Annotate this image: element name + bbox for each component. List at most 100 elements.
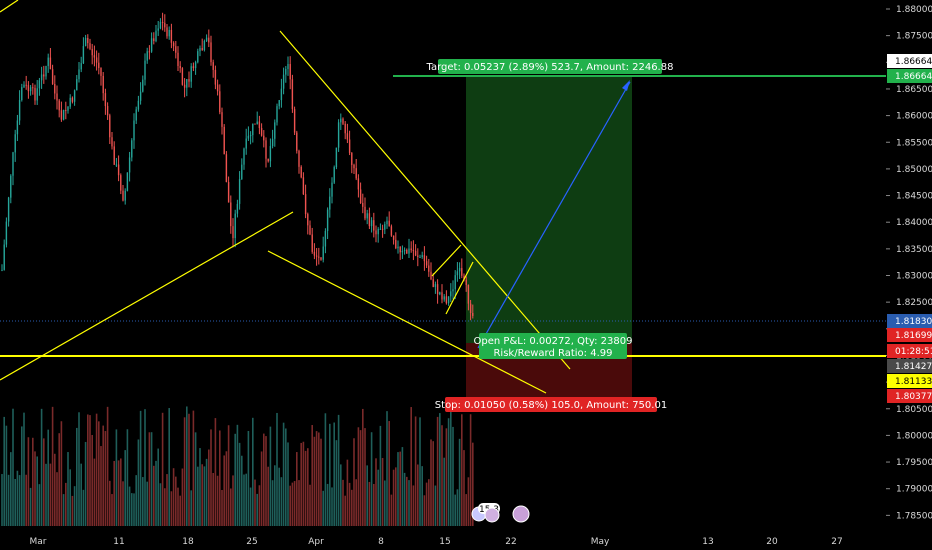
volume-bar: [291, 482, 294, 526]
price-tick-label: 1.79500: [896, 458, 932, 468]
volume-bar: [417, 464, 419, 526]
volume-bar: [12, 408, 14, 526]
trendline-top-left[interactable]: [0, 0, 19, 13]
volume-bar: [27, 437, 30, 526]
volume-bar: [271, 480, 274, 526]
volume-bar: [452, 426, 454, 526]
volume-bar: [36, 456, 38, 526]
candle-body: [445, 296, 448, 304]
volume-bar: [137, 439, 140, 526]
candle-body: [425, 261, 428, 266]
candle-body: [450, 291, 452, 297]
volume-bar: [43, 438, 45, 526]
price-tick-label: 1.86500: [896, 85, 932, 95]
candle-body: [106, 106, 109, 116]
candle-body: [414, 250, 417, 256]
candle-body: [186, 79, 188, 88]
price-tag-bg: [887, 374, 932, 388]
candle-body: [188, 79, 190, 82]
time-axis[interactable]: Mar 11 18 25 Apr 8 15 22 May 13 20 27: [0, 530, 932, 550]
volume-bar: [76, 427, 78, 526]
volume-bar: [392, 469, 395, 526]
candle-body: [386, 220, 388, 225]
trendline-flag-2[interactable]: [445, 261, 474, 315]
candle-body: [95, 57, 98, 63]
candle-body: [34, 87, 36, 101]
candle-body: [456, 271, 459, 276]
volume-bar: [375, 458, 377, 526]
volume-bar: [221, 489, 223, 526]
price-tag-bg: [887, 69, 932, 83]
volume-bar: [285, 428, 287, 526]
volume-bar: [128, 486, 131, 526]
volume-bar: [344, 495, 346, 526]
volume-bar: [60, 421, 63, 526]
volume-bar: [445, 428, 448, 526]
trendline-rising-support[interactable]: [0, 211, 294, 381]
volume-bar: [249, 487, 252, 526]
volume-bar: [219, 430, 221, 526]
trendline-wedge-lower[interactable]: [267, 250, 547, 394]
candle-body: [54, 84, 56, 94]
candle-body: [304, 194, 307, 215]
volume-bar: [386, 411, 388, 526]
volume-bar: [289, 485, 291, 526]
volume-bar: [467, 477, 470, 526]
volume-bar: [146, 481, 148, 526]
trendline-wedge-upper[interactable]: [279, 30, 571, 370]
candle-body: [230, 202, 232, 227]
volume-bar: [408, 480, 410, 526]
volume-bar: [122, 481, 124, 526]
candle-body: [87, 37, 89, 44]
candle-body: [27, 85, 30, 92]
candle-body: [43, 74, 45, 77]
target-zone: [466, 77, 632, 343]
candle-body: [98, 62, 100, 68]
projection-arrow[interactable]: [477, 81, 631, 349]
candle-body: [447, 296, 450, 304]
time-tick-label: 20: [766, 537, 778, 547]
volume-bar: [355, 479, 357, 526]
candle-body: [436, 284, 439, 295]
volume-bar: [175, 476, 177, 526]
volume-bar: [157, 448, 159, 526]
candle-body: [337, 122, 340, 148]
time-tick-label: 15: [439, 537, 450, 547]
candle-body: [179, 66, 181, 69]
volume-bar: [280, 477, 283, 526]
trendlines[interactable]: [0, 0, 631, 394]
candle-body: [311, 234, 313, 252]
volume-bar: [87, 414, 89, 526]
volume-bar: [47, 429, 49, 526]
candle-body: [366, 213, 368, 219]
price-tick-label: 1.85500: [896, 138, 932, 148]
price-tag-bg: [887, 344, 932, 358]
volume-bar: [379, 425, 382, 526]
candle-body: [247, 135, 250, 139]
event-flag-icon-3[interactable]: [512, 505, 530, 523]
candle-body: [421, 255, 423, 257]
candle-body: [439, 292, 441, 295]
volume-bar: [241, 455, 243, 526]
candle-body: [379, 228, 382, 230]
candle-body: [417, 255, 419, 257]
candle-body: [14, 134, 16, 153]
volume-bar: [144, 409, 146, 526]
event-badges[interactable]: 15 3: [471, 503, 530, 523]
candle-body: [434, 284, 437, 287]
price-tag: 1.81133: [895, 377, 932, 387]
candle-body: [73, 90, 76, 102]
price-tick-label: 1.82500: [896, 298, 932, 308]
trendline-flag-1[interactable]: [431, 244, 462, 277]
volume-bar: [269, 426, 272, 526]
event-flag-icon-2[interactable]: [484, 507, 500, 523]
volume-bar: [109, 480, 111, 526]
candle-body: [467, 284, 470, 304]
time-tick-label: 13: [702, 537, 713, 547]
volume-bar: [258, 485, 261, 526]
candle-body: [199, 48, 201, 52]
candle-body: [223, 126, 225, 155]
price-tag-bg: [887, 389, 932, 403]
time-axis-background: [0, 530, 932, 550]
